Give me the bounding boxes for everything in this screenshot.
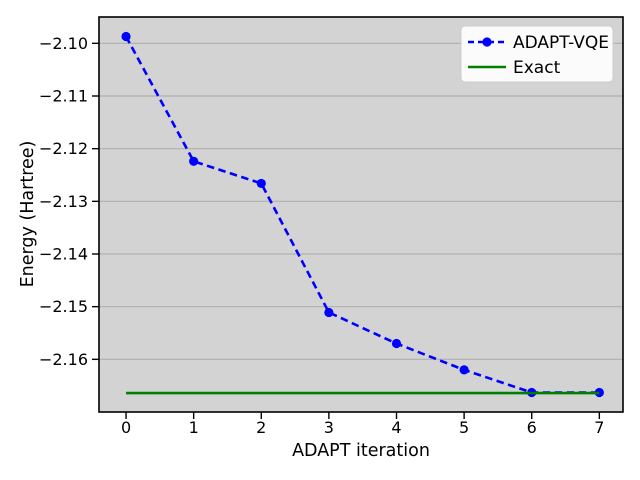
data-point-marker: [391, 338, 402, 349]
legend-label-adapt-vqe: ADAPT-VQE: [513, 33, 609, 53]
x-tick-label: 6: [527, 418, 537, 437]
legend-sample-circle-marker: [482, 37, 492, 47]
x-tick-label: 1: [189, 418, 199, 437]
data-point-marker: [324, 307, 334, 318]
y-tick-label: −2.12: [39, 139, 88, 158]
x-tick-label: 0: [121, 418, 131, 437]
x-tick-label: 3: [324, 418, 334, 437]
axes-spines: [98, 16, 624, 413]
y-tick-label: −2.14: [39, 245, 88, 264]
axis-ticks: −2.10 −2.11 −2.12 −2.13 −2.14 −2.15 −2.16 0 1 2 3 4…: [39, 34, 604, 437]
data-point-marker: [594, 387, 604, 398]
x-tick-label: 4: [391, 418, 401, 437]
legend-entry-adapt-vqe: ADAPT-VQE: [468, 33, 609, 53]
legend: ADAPT-VQE Exact: [460, 25, 614, 83]
legend-label-exact: Exact: [513, 58, 561, 78]
x-tick-label: 7: [594, 418, 604, 437]
x-tick-label: 2: [256, 418, 266, 437]
data-point-marker: [459, 365, 469, 375]
legend-entry-exact: Exact: [468, 58, 561, 78]
data-point-marker: [121, 31, 131, 42]
adapt-vqe-line: [124, 35, 600, 394]
data-point-marker: [256, 178, 266, 189]
y-axis-label: Energy (Hartree): [18, 141, 38, 288]
plot-background: [99, 17, 623, 412]
y-tick-label: −2.15: [39, 297, 88, 316]
plot-area: [98, 16, 624, 413]
x-axis-label: ADAPT iteration: [292, 441, 430, 461]
data-point-marker: [189, 156, 199, 166]
y-tick-label: −2.13: [39, 192, 88, 211]
y-tick-label: −2.10: [39, 34, 88, 53]
y-tick-label: −2.16: [39, 350, 88, 369]
y-tick-label: −2.11: [39, 87, 88, 106]
x-tick-label: 5: [459, 418, 469, 437]
